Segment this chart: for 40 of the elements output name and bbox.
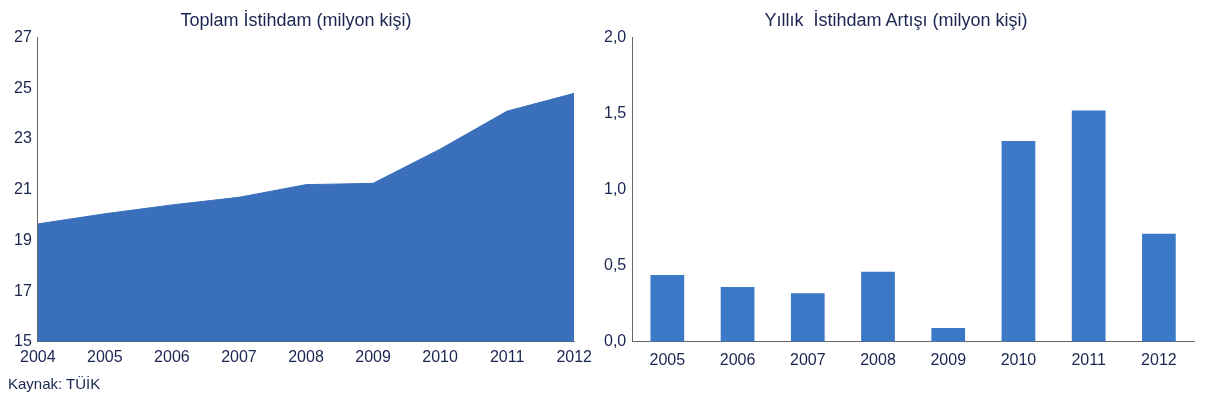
y-tick-label: 2,0 [603,28,627,46]
y-tick-label: 19 [14,230,32,248]
x-tick-label: 2009 [355,347,391,365]
x-tick-label: 2004 [20,347,56,365]
x-tick-label: 2005 [87,347,123,365]
y-tick-label: 15 [14,332,32,350]
y-tick-label: 0,5 [603,256,627,274]
x-tick-label: 2008 [860,350,896,368]
text: Kaynak: TÜİK [8,375,102,392]
y-tick-label: 17 [14,281,32,299]
x-tick-label: 2010 [422,347,458,365]
y-tick-label: 23 [14,129,32,147]
x-tick-label: 2007 [221,347,257,365]
bar [720,287,755,342]
x-tick-label: 2005 [649,350,686,368]
y-tick-label: 21 [14,180,32,198]
x-tick-label: 2006 [154,347,190,365]
bar [1071,110,1106,342]
chart-title: Toplam İstihdam (milyon kişi) [180,9,412,30]
x-tick-label: 2007 [789,350,826,368]
x-tick-label: 2012 [1141,350,1177,368]
bar [931,328,966,342]
y-tick-label: 1,5 [603,104,627,122]
y-tick-label: 25 [14,78,32,96]
y-tick-label: 0,0 [603,332,627,350]
x-tick-label: 2010 [1000,350,1037,368]
x-tick-label: 2012 [556,347,593,365]
bar [1142,233,1176,342]
y-tick-label: 27 [14,28,32,46]
x-tick-label: 2006 [719,350,756,368]
x-tick-label: 2008 [288,347,324,365]
bar [861,271,895,342]
bar [1001,141,1036,342]
x-tick-label: 2009 [930,350,967,368]
y-tick-label: 1,0 [603,180,627,198]
bar [650,274,685,342]
x-tick-label: 2011 [489,347,525,365]
x-tick-label: 2011 [1071,350,1106,368]
chart-title: Yıllık İstihdam Artışı (milyon kişi) [764,9,1028,30]
bar [790,293,825,342]
